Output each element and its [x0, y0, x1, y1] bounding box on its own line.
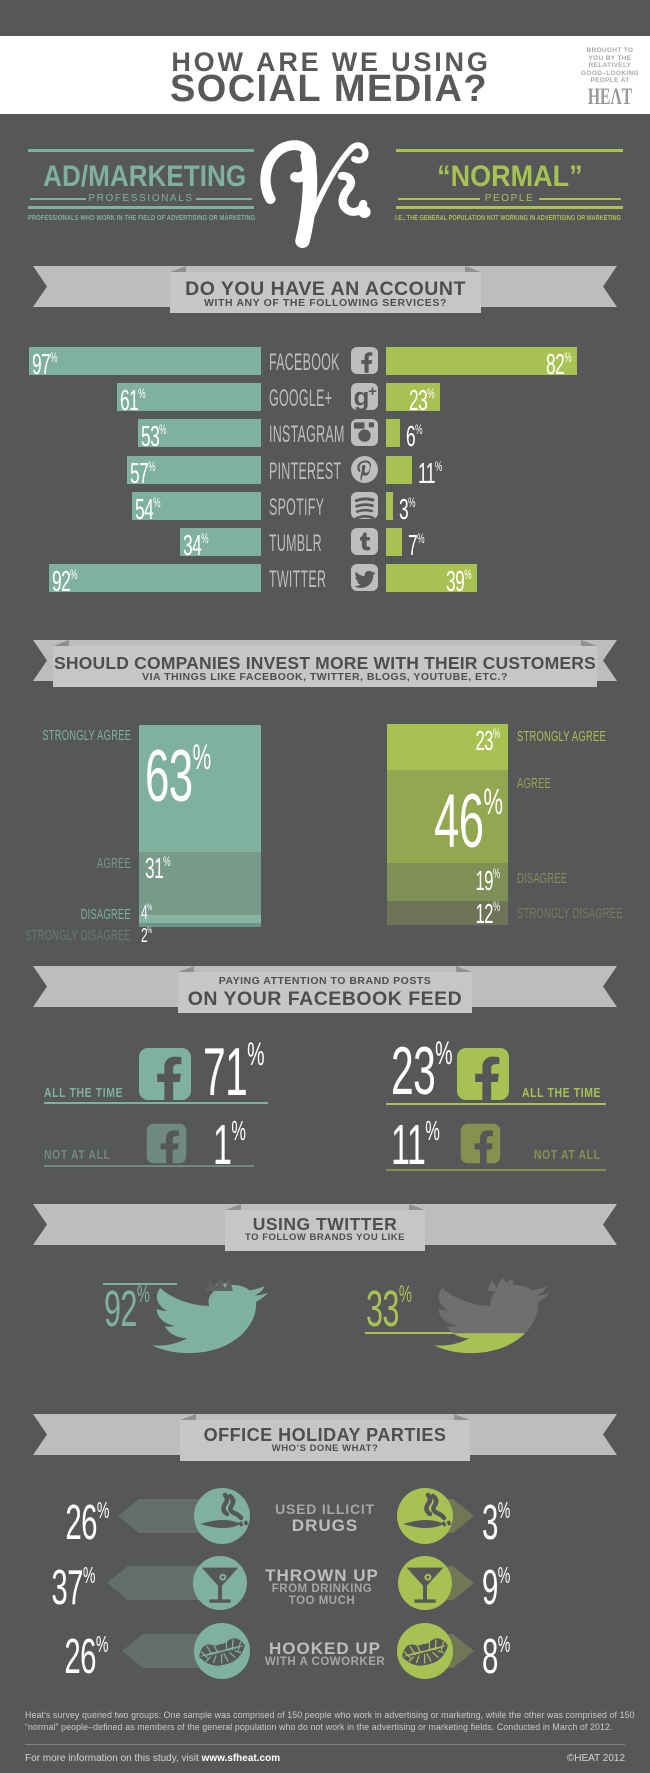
svg-text:g: g [354, 383, 370, 410]
svg-text:+: + [368, 383, 377, 400]
